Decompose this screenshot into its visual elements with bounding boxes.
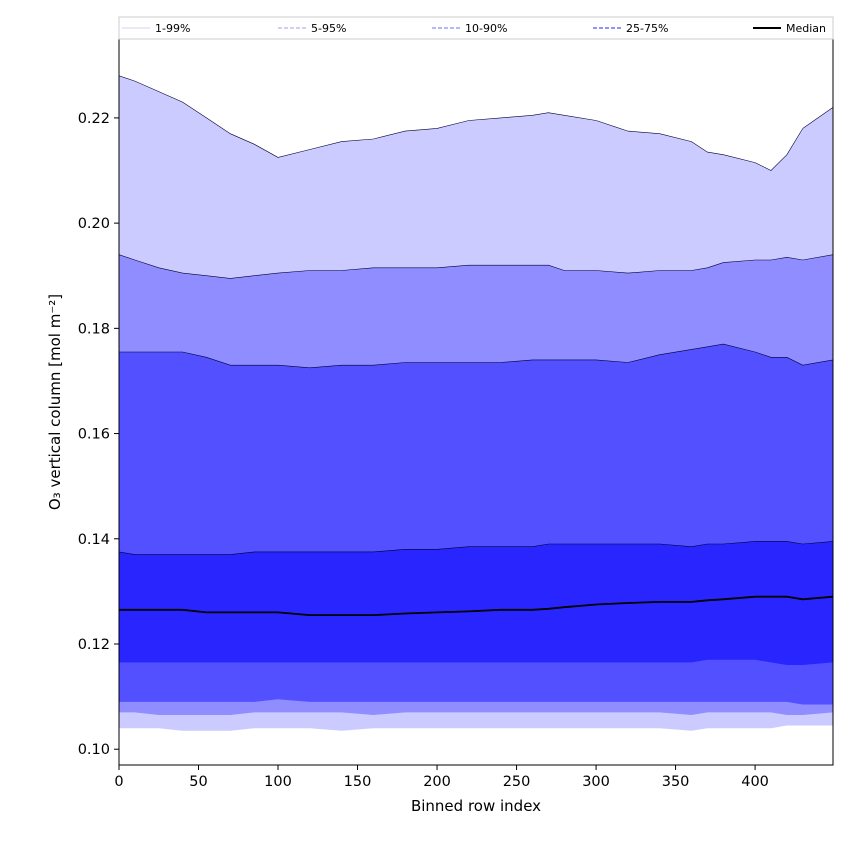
plot-area [119,75,833,731]
y-tick-label: 0.10 [78,742,110,758]
legend-box [118,16,834,40]
x-tick-label: 200 [423,774,451,790]
band-upper-edge [119,541,833,555]
legend-label: Median [786,22,826,35]
x-axis-label: Binned row index [411,797,541,815]
y-tick-label: 0.16 [78,427,110,443]
legend-label: 5-95% [311,22,346,35]
band-upper-edge [119,343,833,369]
band-25-75% [119,541,833,665]
band-upper-edge [119,254,833,279]
x-tick-label: 300 [582,774,610,790]
legend-label: 1-99% [155,22,190,35]
median-line [119,595,833,616]
band-upper-edge [119,75,833,171]
legend-label: 25-75% [626,22,668,35]
y-axis-label: O₃ vertical column [mol m⁻²] [46,294,64,510]
x-tick-label: 50 [189,774,207,790]
x-tick-label: 400 [741,774,769,790]
y-tick-label: 0.14 [78,532,110,548]
y-tick-label: 0.18 [78,321,110,337]
y-tick-label: 0.22 [78,111,110,127]
x-tick-label: 250 [503,774,531,790]
x-tick-label: 350 [662,774,690,790]
legend-label: 10-90% [465,22,507,35]
x-tick-label: 150 [344,774,372,790]
axes: 0 50 100 150 200 250 300 350 400 0.10 0.12 0.14 0.16… [78,38,834,790]
x-tick-label: 0 [114,774,123,790]
legend: 1-99% 5-95% 10-90% 25-75% Median [118,16,834,40]
x-tick-label: 100 [264,774,292,790]
y-tick-label: 0.20 [78,216,110,232]
y-tick-label: 0.12 [78,637,110,653]
